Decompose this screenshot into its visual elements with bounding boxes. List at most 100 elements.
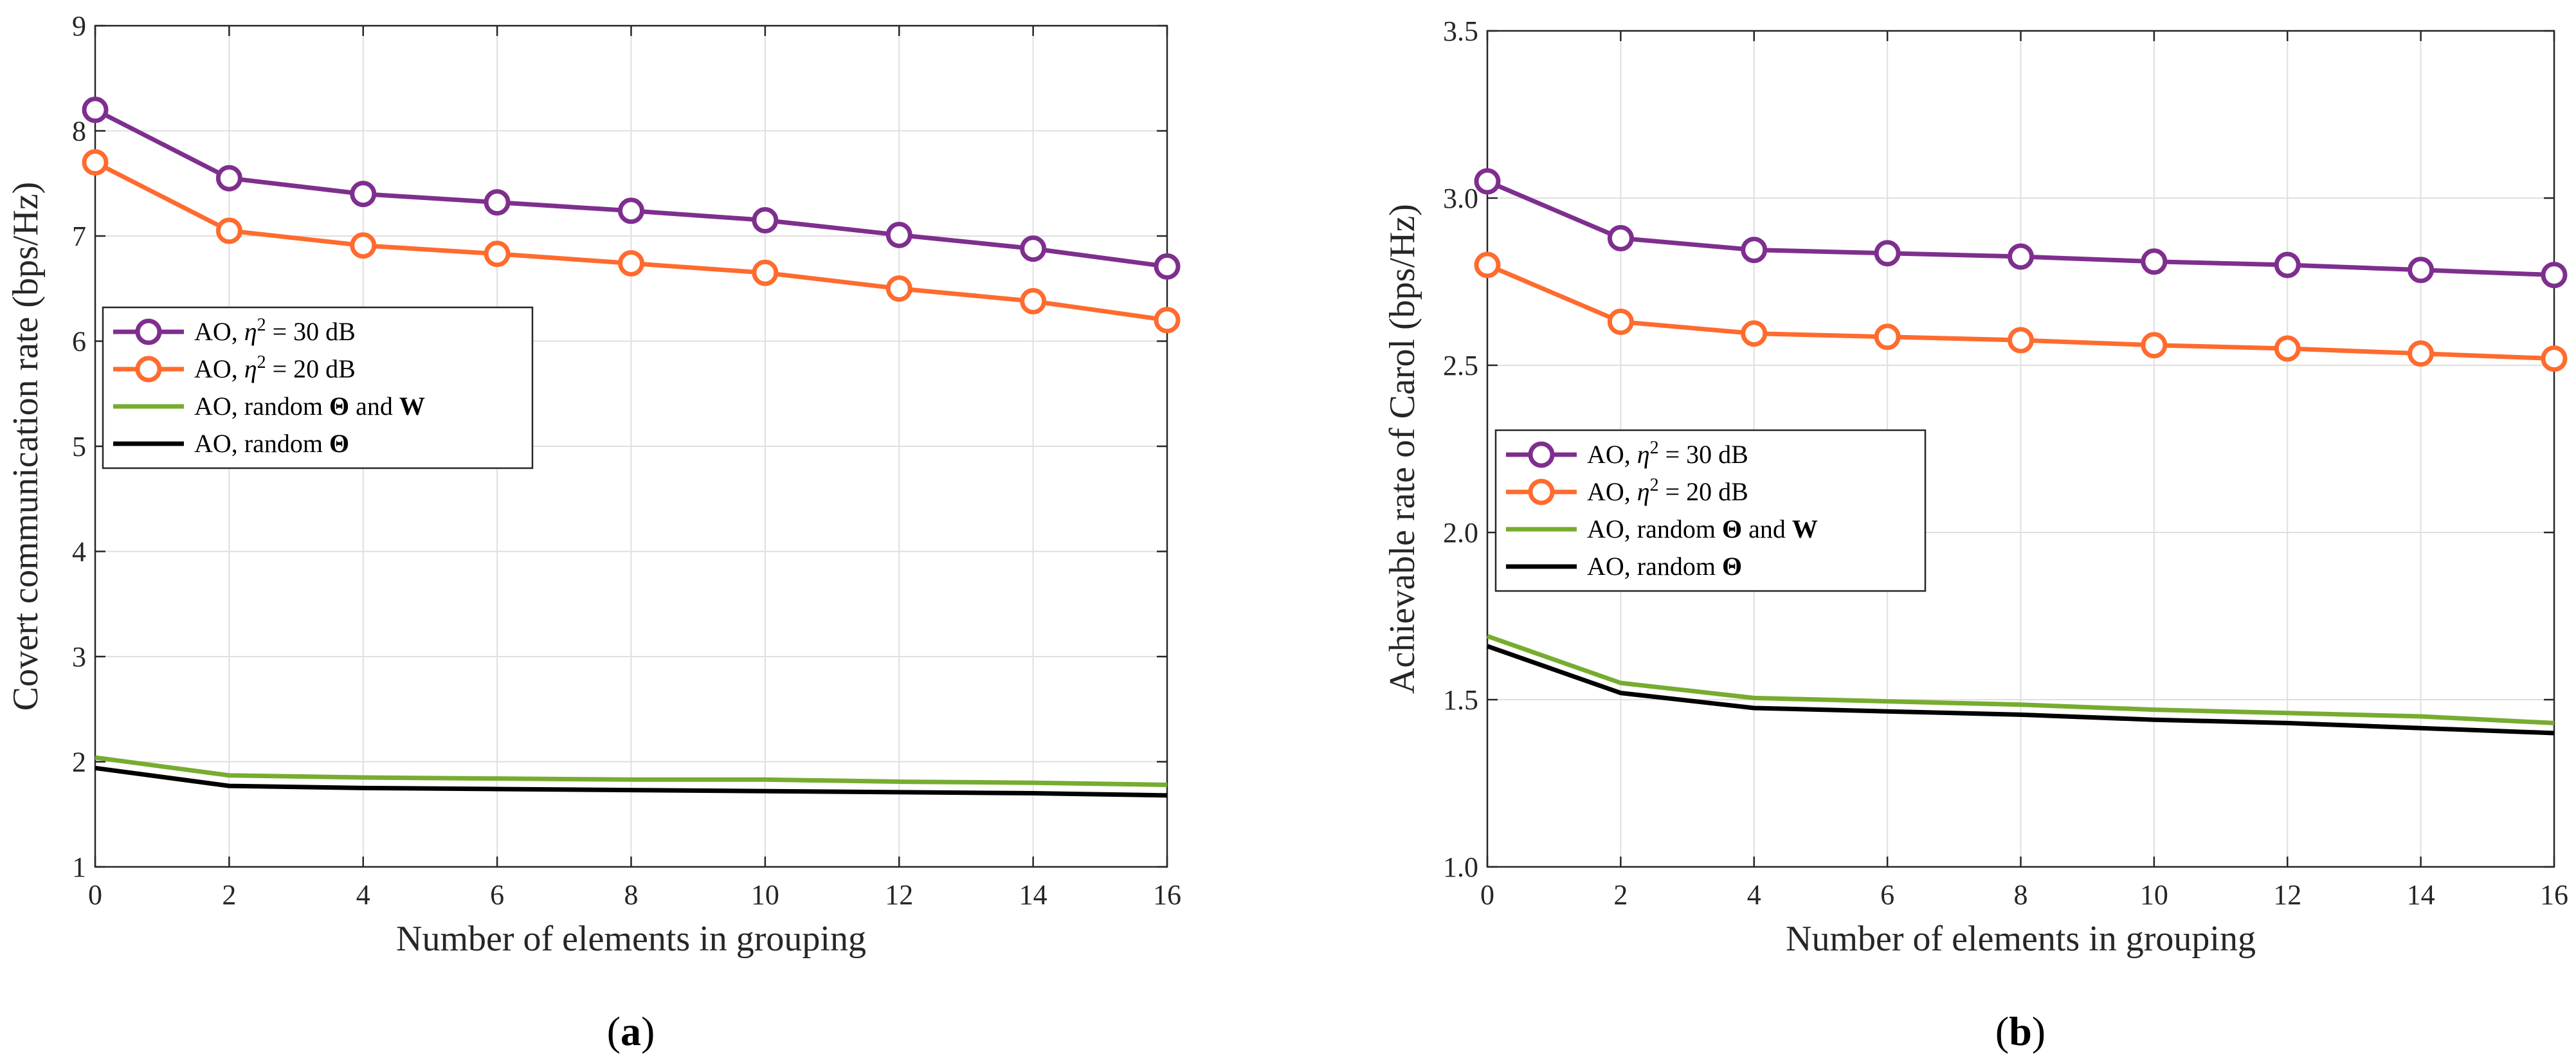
y-tick-label: 2: [72, 747, 86, 778]
data-point: [1607, 224, 1634, 251]
data-point: [2541, 345, 2568, 372]
x-tick-label: 2: [222, 879, 236, 911]
series-line: [95, 765, 1168, 798]
series-2: [1486, 633, 2555, 725]
legend-entry: AO, random Θ: [1587, 552, 1742, 581]
series-line: [1486, 633, 2555, 725]
x-tick-label: 8: [2014, 879, 2028, 911]
series-0: [82, 96, 1181, 280]
data-point: [1741, 237, 1768, 264]
data-point: [484, 241, 511, 268]
series-line: [95, 755, 1168, 787]
y-tick-label: 1.5: [1443, 684, 1478, 716]
x-tick-label: 6: [1880, 879, 1894, 911]
legend-entry: AO, random Θ and W: [194, 392, 425, 421]
data-point: [2141, 248, 2168, 275]
data-point: [82, 149, 109, 176]
legend-entry: AO, random Θ and W: [1587, 514, 1818, 543]
data-point: [618, 197, 644, 224]
legend-entry: AO, random Θ: [194, 429, 349, 458]
x-tick-label: 12: [2273, 879, 2301, 911]
y-tick-label: 4: [72, 536, 86, 568]
y-tick-label: 3: [72, 641, 86, 673]
y-tick-label: 5: [72, 431, 86, 462]
chart-panel-b: 0 2 4 6 8 10 12 14 16 1.0 1.5 2.0 2.5 3.0 3.5 Number of…: [1383, 15, 2568, 1054]
data-point: [2274, 251, 2301, 278]
y-axis-label: Covert communication rate (bps/Hz): [6, 182, 46, 711]
y-tick-label: 3.0: [1443, 183, 1478, 214]
data-point: [1741, 320, 1768, 347]
data-point: [2008, 243, 2034, 270]
legend: AO, η2 = 30 dB AO, η2 = 20 dB AO, random Θ…: [1494, 429, 1927, 592]
legend-box: [102, 306, 534, 469]
series-1: [82, 149, 1181, 334]
y-tick-label: 2.5: [1443, 350, 1478, 381]
data-point: [2541, 262, 2568, 289]
x-tick-label: 4: [1747, 879, 1761, 911]
y-tick-label: 2.0: [1443, 517, 1478, 549]
data-point: [618, 250, 644, 277]
y-tick-label: 6: [72, 326, 86, 358]
x-tick-label: 4: [356, 879, 370, 911]
data-point: [2274, 335, 2301, 362]
data-point: [350, 232, 377, 259]
x-tick-label: 8: [624, 879, 639, 911]
data-point: [2008, 327, 2034, 354]
data-point: [1607, 308, 1634, 335]
y-tick-label: 7: [72, 221, 86, 252]
legend-swatch-marker: [135, 318, 162, 345]
x-tick-label: 10: [2140, 879, 2168, 911]
x-tick-label: 14: [2407, 879, 2435, 911]
data-point: [350, 181, 377, 208]
series-1: [1474, 251, 2568, 372]
data-point: [1874, 240, 1901, 267]
legend-entry: AO, η2 = 30 dB: [194, 315, 356, 347]
panel-label: (b): [1995, 1008, 2045, 1054]
x-tick-label: 2: [1613, 879, 1628, 911]
data-point: [885, 221, 912, 248]
x-tick-label: 10: [751, 879, 779, 911]
x-axis-label: Number of elements in grouping: [396, 919, 866, 959]
data-point: [1474, 251, 1501, 278]
data-point: [885, 275, 912, 302]
data-point: [1874, 323, 1901, 350]
data-point: [484, 189, 511, 216]
x-tick-label: 14: [1019, 879, 1048, 911]
data-point: [82, 96, 109, 123]
y-tick-label: 1: [72, 851, 86, 883]
x-tick-label: 0: [1480, 879, 1494, 911]
y-tick-label: 8: [72, 116, 86, 147]
legend: AO, η2 = 30 dB AO, η2 = 20 dB AO, random Θ…: [102, 306, 534, 469]
data-point: [215, 165, 242, 192]
y-tick-label: 1.0: [1443, 851, 1478, 883]
x-axis-label: Number of elements in grouping: [1786, 919, 2256, 959]
legend-swatch-marker: [135, 356, 162, 383]
y-tick-label: 9: [72, 10, 86, 42]
x-tick-label: 16: [2540, 879, 2568, 911]
legend-swatch-marker: [1528, 441, 1555, 468]
series-3: [95, 765, 1168, 798]
data-point: [1020, 235, 1047, 262]
y-tick-label: 3.5: [1443, 15, 1478, 47]
legend-box: [1494, 429, 1927, 592]
legend-entry: AO, η2 = 20 dB: [194, 352, 356, 384]
data-point: [1020, 287, 1047, 314]
data-point: [2141, 332, 2168, 359]
legend-entry: AO, η2 = 30 dB: [1587, 438, 1748, 469]
series-3: [1486, 644, 2555, 736]
data-point: [2408, 340, 2435, 367]
x-tick-label: 16: [1153, 879, 1181, 911]
data-point: [215, 217, 242, 244]
data-point: [2408, 257, 2435, 284]
data-point: [752, 259, 779, 286]
legend-swatch-marker: [1528, 478, 1555, 505]
panel-label: (a): [607, 1008, 655, 1054]
series-line: [1486, 644, 2555, 736]
x-tick-label: 6: [490, 879, 504, 911]
data-point: [1154, 307, 1181, 334]
x-tick-label: 12: [885, 879, 913, 911]
series-2: [95, 755, 1168, 787]
series-0: [1474, 168, 2568, 289]
